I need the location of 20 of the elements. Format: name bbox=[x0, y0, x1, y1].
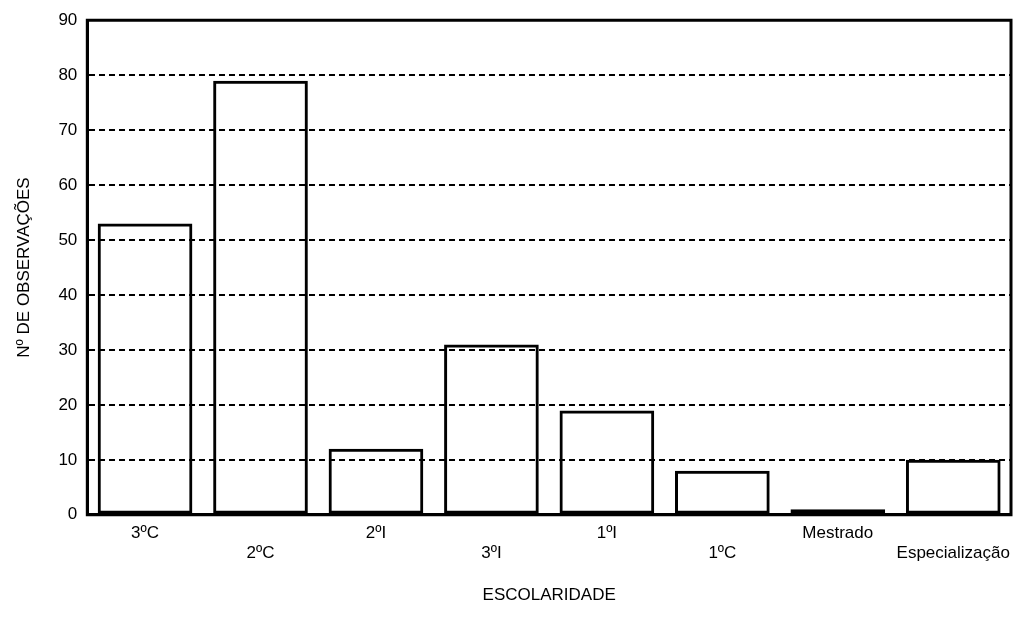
y-tick-label: 50 bbox=[58, 229, 78, 249]
y-tick-label: 80 bbox=[58, 64, 78, 84]
y-tick-label: 90 bbox=[58, 9, 78, 29]
y-tick-label: 0 bbox=[67, 504, 78, 524]
x-tick-label: 1ºC bbox=[708, 543, 737, 563]
x-tick-label: Especialização bbox=[896, 543, 1010, 563]
y-axis-title: Nº DE OBSERVAÇÕES bbox=[13, 177, 33, 358]
y-tick-label: 20 bbox=[58, 394, 78, 414]
x-tick-label: 2ºC bbox=[246, 543, 275, 563]
y-tick-label: 40 bbox=[58, 284, 78, 304]
x-tick-label: 3ºI bbox=[481, 543, 502, 563]
y-tick-label: 60 bbox=[58, 174, 78, 194]
y-tick-label: 70 bbox=[58, 119, 78, 139]
x-tick-label: Mestrado bbox=[802, 522, 874, 542]
x-tick-label: 1ºI bbox=[596, 522, 618, 542]
y-tick-label: 10 bbox=[58, 449, 78, 469]
y-tick-label: 30 bbox=[58, 339, 78, 359]
x-tick-label: 2ºI bbox=[365, 522, 387, 542]
x-axis-title: ESCOLARIDADE bbox=[482, 585, 616, 605]
x-tick-label: 3ºC bbox=[131, 522, 160, 542]
